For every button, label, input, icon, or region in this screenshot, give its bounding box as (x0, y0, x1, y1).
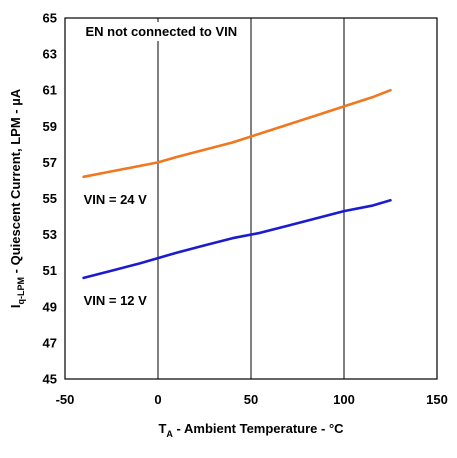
annotation-background (80, 290, 151, 310)
x-tick-label: 50 (244, 392, 258, 407)
y-axis-title: Iq-LPM - Quiescent Current, LPM - µA (8, 88, 26, 308)
series-line-vin-24v (82, 88, 392, 179)
y-tick-label: 51 (43, 263, 57, 278)
annotation-background (80, 189, 151, 209)
grid-layer (157, 18, 345, 379)
plot-frame (64, 17, 438, 380)
y-tick-labels: 45 47 49 51 53 55 57 59 61 63 65 (43, 11, 57, 387)
series-line-vin-12v (82, 199, 392, 280)
x-tick-label: 150 (426, 392, 448, 407)
x-tick-label: 100 (333, 392, 355, 407)
y-tick-label: 53 (43, 227, 57, 242)
y-tick-label: 63 (43, 47, 57, 62)
annotation-label: EN not connected to VIN (85, 24, 237, 39)
y-tick-label: 57 (43, 155, 57, 170)
x-tick-labels: -50 0 50 100 150 (56, 392, 448, 407)
y-tick-label: 55 (43, 191, 57, 206)
annotation-layer: EN not connected to VIN VIN = 24 V VIN = 1… (80, 22, 241, 310)
annotation-label: VIN = 24 V (84, 192, 148, 207)
y-tick-label: 61 (43, 83, 57, 98)
y-tick-label: 59 (43, 119, 57, 134)
x-axis-title-rest: - Ambient Temperature - °C (173, 421, 344, 436)
series-layer (82, 88, 392, 280)
x-axis-title-subscript: A (166, 429, 173, 439)
y-tick-label: 65 (43, 11, 57, 26)
x-tick-label: 0 (154, 392, 161, 407)
x-axis-title: TA - Ambient Temperature - °C (158, 421, 344, 439)
y-tick-label: 49 (43, 299, 57, 314)
y-axis-title-rest: - Quiescent Current, LPM - µA (8, 88, 23, 277)
y-axis-title-subscript: q-LPM (16, 277, 26, 305)
y-tick-label: 45 (43, 372, 57, 387)
frame-layer (64, 17, 438, 380)
annotation-background (82, 22, 241, 42)
annotation-label: VIN = 12 V (84, 293, 148, 308)
x-tick-label: -50 (56, 392, 75, 407)
x-axis-title-prefix: T (158, 421, 166, 436)
y-axis-title-prefix: I (8, 304, 23, 308)
y-tick-label: 47 (43, 335, 57, 350)
